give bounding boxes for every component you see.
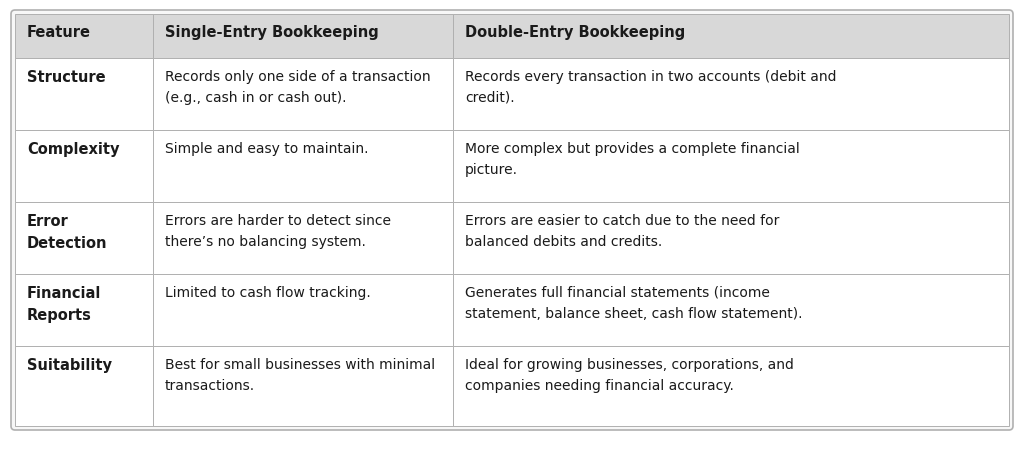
Bar	[153, 202, 453, 274]
Text: Double-Entry Bookkeeping: Double-Entry Bookkeeping	[465, 25, 685, 40]
Text: Complexity: Complexity	[27, 142, 120, 157]
Text: Structure: Structure	[27, 70, 105, 85]
Bar	[153, 346, 453, 426]
Bar	[453, 14, 1009, 58]
Bar	[15, 130, 153, 202]
Bar	[15, 58, 153, 130]
Bar	[453, 130, 1009, 202]
Bar	[15, 202, 153, 274]
FancyBboxPatch shape	[11, 10, 1013, 430]
Text: Ideal for growing businesses, corporations, and
companies needing financial accu: Ideal for growing businesses, corporatio…	[465, 358, 794, 393]
Text: Financial
Reports: Financial Reports	[27, 286, 101, 323]
Text: Error
Detection: Error Detection	[27, 214, 108, 251]
Text: Suitability: Suitability	[27, 358, 112, 373]
Bar	[453, 202, 1009, 274]
Text: Records only one side of a transaction
(e.g., cash in or cash out).: Records only one side of a transaction (…	[165, 70, 431, 105]
Bar	[15, 274, 153, 346]
Bar	[453, 58, 1009, 130]
Bar	[153, 58, 453, 130]
Bar	[153, 14, 453, 58]
Text: Limited to cash flow tracking.: Limited to cash flow tracking.	[165, 286, 371, 300]
Bar	[15, 14, 153, 58]
Text: Generates full financial statements (income
statement, balance sheet, cash flow : Generates full financial statements (inc…	[465, 286, 803, 320]
Bar	[453, 346, 1009, 426]
Bar	[15, 346, 153, 426]
Bar	[453, 274, 1009, 346]
Bar	[153, 274, 453, 346]
Bar	[153, 130, 453, 202]
Text: Simple and easy to maintain.: Simple and easy to maintain.	[165, 142, 369, 156]
Text: Single-Entry Bookkeeping: Single-Entry Bookkeeping	[165, 25, 379, 40]
Text: Records every transaction in two accounts (debit and
credit).: Records every transaction in two account…	[465, 70, 837, 105]
Text: Errors are harder to detect since
there’s no balancing system.: Errors are harder to detect since there’…	[165, 214, 391, 249]
Text: More complex but provides a complete financial
picture.: More complex but provides a complete fin…	[465, 142, 800, 176]
Text: Errors are easier to catch due to the need for
balanced debits and credits.: Errors are easier to catch due to the ne…	[465, 214, 779, 249]
Text: Best for small businesses with minimal
transactions.: Best for small businesses with minimal t…	[165, 358, 435, 393]
Text: Feature: Feature	[27, 25, 91, 40]
